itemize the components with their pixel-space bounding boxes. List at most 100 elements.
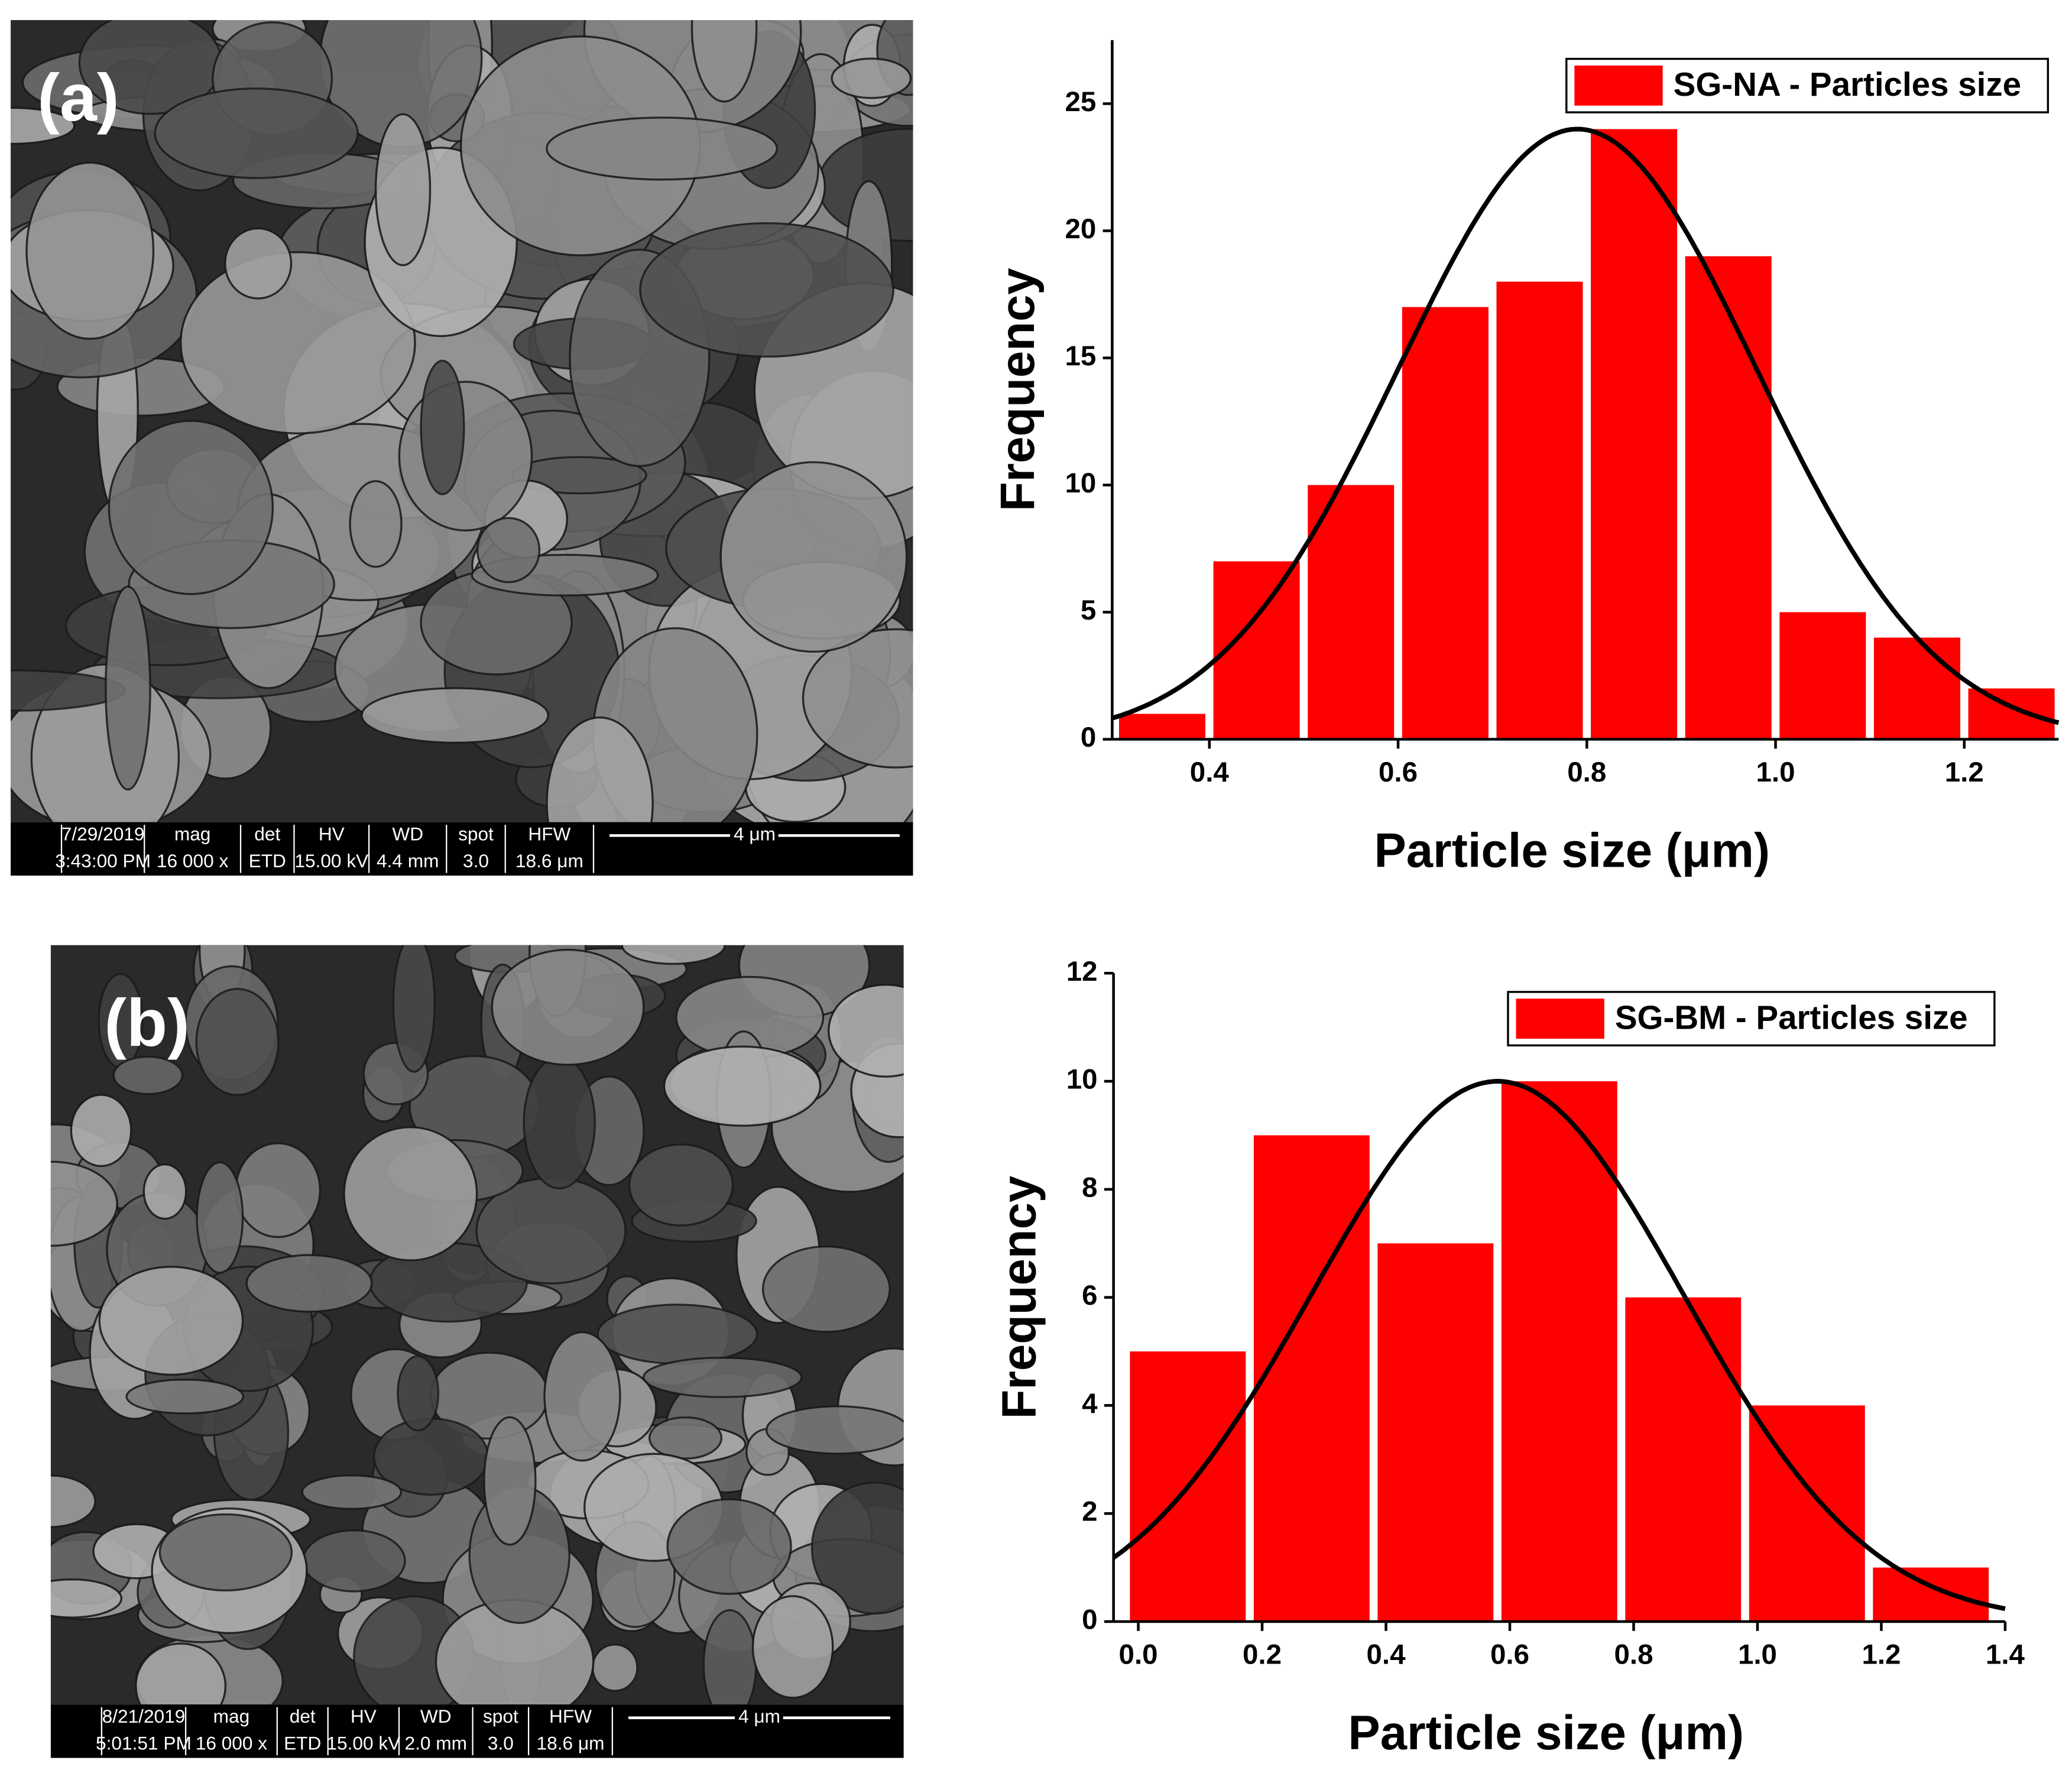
info-text: 18.6 μm [515,850,583,871]
y-tick-label: 5 [1081,595,1096,626]
particle [301,1529,406,1593]
particles [50,945,904,1705]
bar [1591,129,1678,740]
particle [349,480,403,568]
y-tick-label: 8 [1082,1172,1097,1203]
info-bar [11,822,913,876]
info-text: 3.0 [463,850,489,871]
particle [108,420,274,595]
panel-label: (b) [104,985,189,1060]
histogram: 0 2 4 6 8 10 12 0.0 0.2 0.4 0.6 0.8 1.0 1.2 1.4 Particl… [992,956,2025,1760]
particle [802,628,913,769]
particle [663,1045,822,1127]
info-text: WD [392,823,423,845]
info-text: det [254,823,280,845]
particle [476,517,541,583]
info-text: 7/29/2019 [61,823,145,845]
particle [195,988,280,1097]
y-tick-label: 12 [1066,956,1098,987]
particle [235,1142,322,1238]
info-text: 4.4 mm [377,850,439,871]
info-text: 3.0 [488,1732,514,1753]
particle [523,1056,596,1189]
legend-swatch [1574,65,1663,106]
info-text: mag [174,823,211,845]
particle [245,1254,373,1313]
bar [1308,485,1395,740]
particle [751,1595,834,1699]
particle [374,113,432,267]
y-tick-label: 15 [1065,341,1096,372]
particle [105,585,151,791]
info-text: 16 000 x [196,1732,268,1753]
particle [420,359,465,495]
particles [11,20,913,822]
y-tick-label: 0 [1082,1604,1097,1636]
scale-label: 4 μm [734,823,776,845]
particle [25,161,155,340]
info-text: 3:43:00 PM [55,850,151,871]
particle [543,1331,621,1462]
particle [343,1126,478,1262]
bar [1118,714,1206,740]
particle [491,948,645,1066]
particle [765,1405,904,1455]
x-tick-label: 0.8 [1614,1639,1653,1670]
particle [628,1143,734,1227]
particle [690,20,758,103]
particle [666,1498,792,1595]
bar [1749,1405,1865,1622]
x-tick-label: 1.0 [1756,757,1795,788]
particle [196,1161,244,1274]
x-axis-title: Particle size (μm) [1374,824,1771,878]
info-text: mag [213,1706,250,1727]
particle [621,945,726,965]
info-bar [50,1704,904,1758]
particle [224,227,293,300]
info-text: HV [351,1706,377,1727]
x-tick-label: 0.6 [1490,1639,1529,1670]
particle [639,222,894,358]
legend-label: SG-NA - Particles size [1674,66,2021,103]
info-text: HFW [549,1706,592,1727]
particle [483,1416,537,1546]
legend: SG-NA - Particles size [1565,57,2049,114]
particle [596,1304,758,1365]
info-text: WD [420,1706,452,1727]
particle [810,1481,904,1615]
bar [1253,1135,1370,1622]
legend-swatch [1516,998,1604,1039]
info-text: 15.00 kV [326,1732,400,1753]
bar [1377,1243,1494,1622]
particle [546,716,654,822]
bar [1501,1081,1617,1622]
y-tick-label: 4 [1082,1388,1098,1419]
x-tick-label: 1.2 [1945,757,1984,788]
panel-label: (a) [37,60,119,135]
sem-image: (a) 7/29/2019 3:43:00 PM mag 16 000 x det ETD H… [11,20,913,876]
y-tick-label: 25 [1065,86,1096,118]
particle [648,1416,722,1460]
particle [50,1160,118,1247]
info-text: 8/21/2019 [102,1706,186,1727]
bar [1968,688,2055,740]
info-text: ETD [249,850,286,871]
x-tick-label: 1.4 [1986,1639,2025,1670]
particle [142,1163,187,1220]
info-text: 16 000 x [157,850,229,871]
particle [719,461,908,653]
x-tick-label: 1.0 [1738,1639,1777,1670]
info-text: 2.0 mm [405,1732,468,1753]
particle [546,116,779,181]
particle [112,1055,184,1095]
particle [125,1379,245,1415]
fit-curve [1112,1079,2006,1612]
bar [1873,1567,1989,1622]
legend-label: SG-BM - Particles size [1615,998,1968,1036]
scale-label: 4 μm [738,1706,780,1727]
particle [398,381,533,531]
particle [361,687,550,744]
info-text: HFW [528,823,570,845]
particle [642,1356,803,1398]
